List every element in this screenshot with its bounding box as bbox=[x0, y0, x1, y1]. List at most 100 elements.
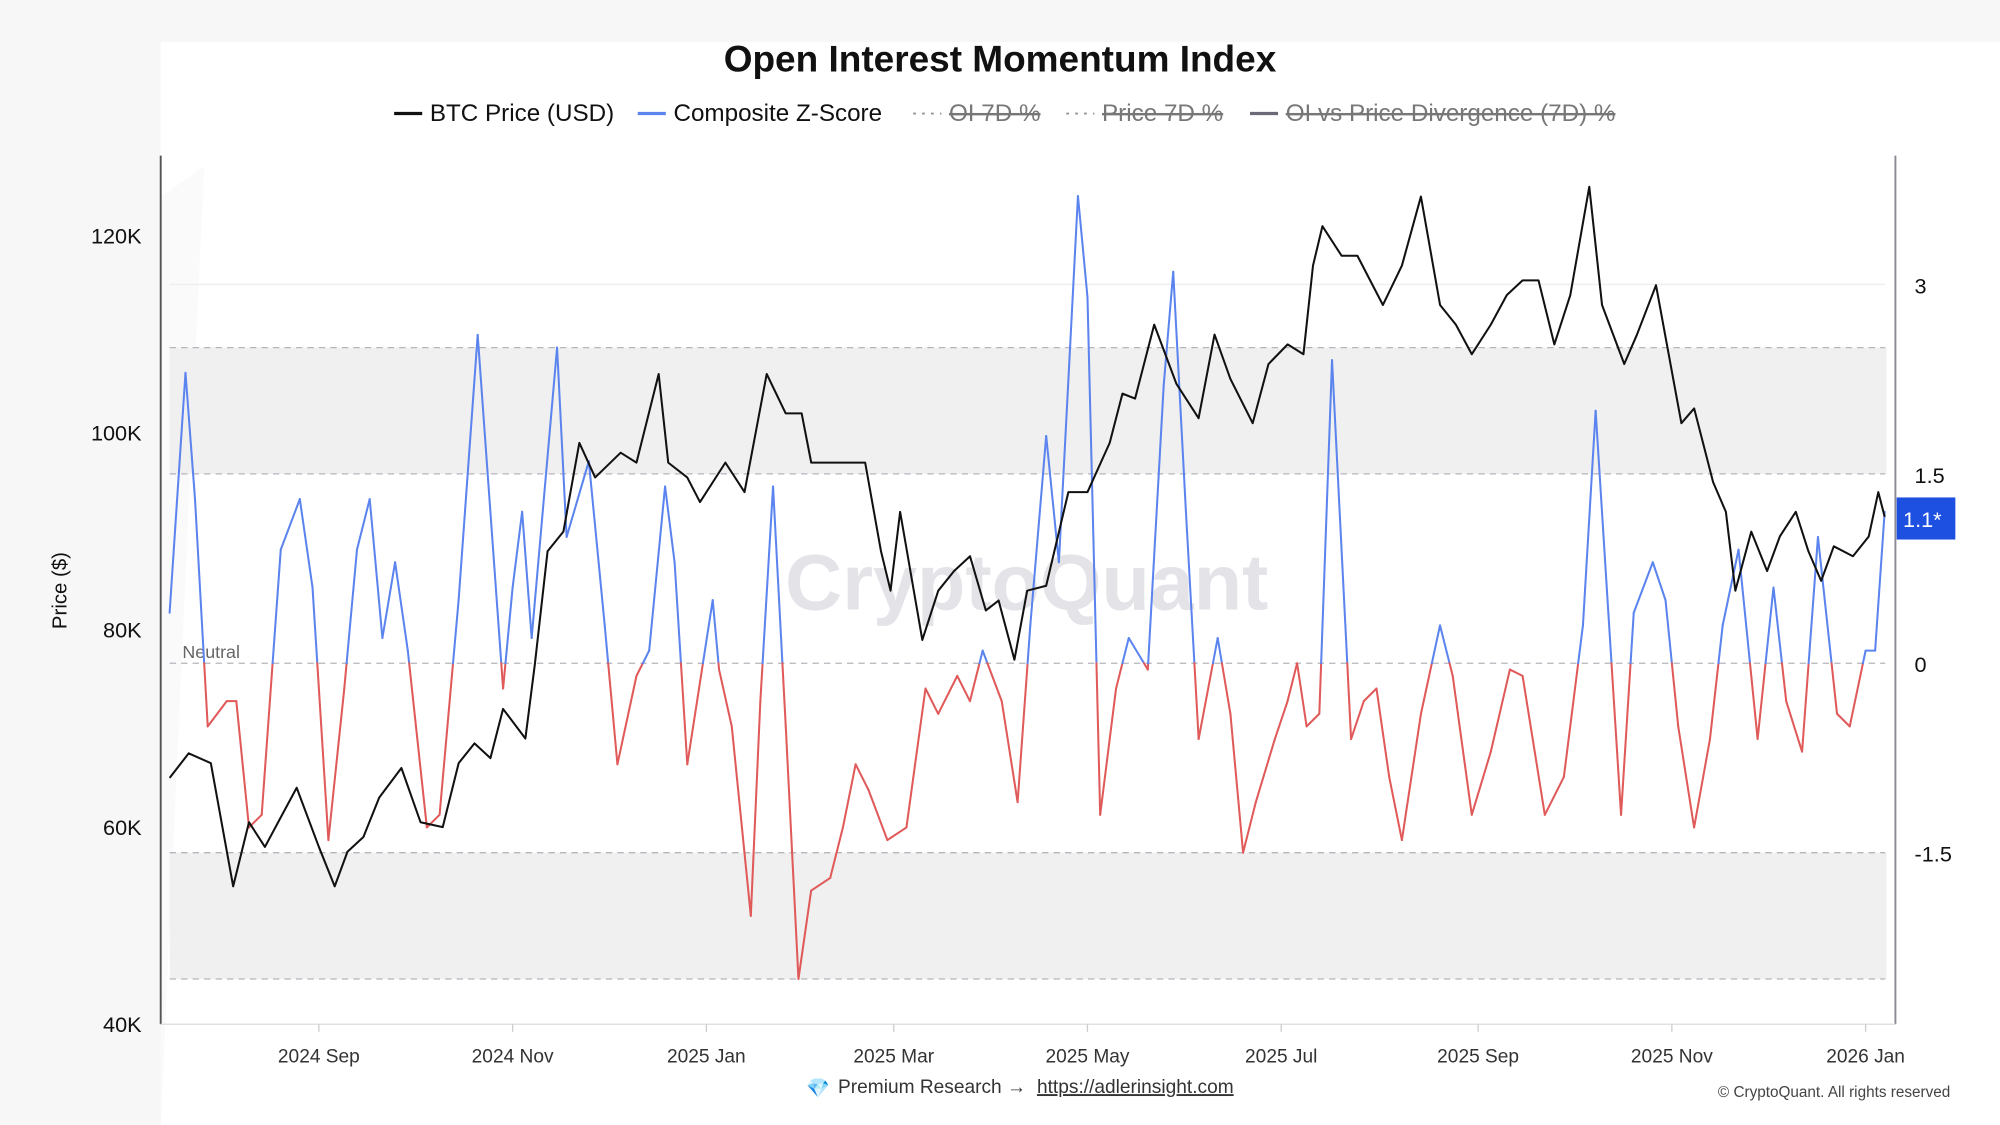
z-score-segment bbox=[1448, 662, 1454, 677]
z-score-segment bbox=[1000, 700, 1019, 804]
z-score-segment bbox=[761, 485, 775, 665]
z-score-segment bbox=[1193, 662, 1200, 741]
z-score-segment bbox=[641, 649, 651, 665]
z-score-segment bbox=[1242, 801, 1257, 854]
legend-item[interactable]: OI vs Price Divergence (7D) % bbox=[1250, 100, 1615, 127]
y-left-tick-label: 80K bbox=[103, 618, 142, 643]
y-right-tick-label: -1.5 bbox=[1915, 842, 1952, 867]
z-score-segment bbox=[408, 662, 428, 829]
last-value-badge-text: 1.1* bbox=[1903, 507, 1942, 532]
z-score-segment bbox=[937, 674, 959, 715]
z-score-segment bbox=[1419, 662, 1433, 715]
z-score-segment bbox=[841, 763, 857, 829]
z-score-segment bbox=[1629, 611, 1635, 665]
z-score-segment bbox=[759, 662, 764, 703]
z-score-segment bbox=[1216, 636, 1223, 665]
z-score-segment bbox=[701, 599, 714, 665]
z-score-segment bbox=[1693, 738, 1711, 829]
legend-label: OI 7D % bbox=[949, 100, 1041, 127]
legend-item[interactable]: Composite Z-Score bbox=[637, 100, 882, 127]
legend-label: OI vs Price Divergence (7D) % bbox=[1286, 100, 1616, 127]
z-score-segment bbox=[616, 674, 638, 766]
z-score-segment bbox=[1594, 409, 1610, 614]
z-score-segment bbox=[1220, 662, 1232, 715]
z-score-segment bbox=[279, 498, 301, 551]
z-score-segment bbox=[986, 662, 1003, 703]
z-score-segment bbox=[1848, 662, 1864, 728]
z-score-segment bbox=[1577, 624, 1584, 665]
z-score-segment bbox=[1664, 599, 1673, 665]
z-score-segment bbox=[271, 548, 282, 665]
z-score-segment bbox=[1229, 712, 1245, 854]
z-score-segment bbox=[956, 674, 971, 703]
legend-item[interactable]: BTC Price (USD) bbox=[394, 100, 614, 127]
z-score-segment bbox=[1521, 674, 1546, 816]
z-score-segment bbox=[905, 687, 927, 829]
btc-price-line bbox=[168, 185, 1886, 888]
promo-link[interactable]: https://adlerinsight.com bbox=[1037, 1077, 1234, 1098]
z-score-segment bbox=[1331, 359, 1349, 665]
z-score-segment bbox=[316, 662, 330, 842]
z-score-segment bbox=[1607, 611, 1613, 665]
z-score-segment bbox=[1670, 662, 1680, 728]
z-score-segment bbox=[1562, 662, 1580, 778]
z-score-segment bbox=[1772, 586, 1783, 665]
z-score-segment bbox=[1286, 662, 1299, 703]
x-tick-label: 2024 Sep bbox=[278, 1047, 360, 1068]
z-score-segment bbox=[854, 763, 870, 791]
legend-item[interactable]: Price 7D % bbox=[1066, 100, 1223, 127]
z-score-segment bbox=[1620, 662, 1632, 816]
z-score-segment bbox=[556, 346, 568, 539]
x-tick-label: 2025 May bbox=[1045, 1047, 1129, 1068]
z-score-segment bbox=[1115, 662, 1124, 690]
z-score-segment bbox=[1095, 662, 1102, 816]
y-left-tick-label: 40K bbox=[103, 1012, 142, 1037]
z-score-segment bbox=[489, 510, 503, 665]
z-score-segment bbox=[673, 561, 682, 665]
z-score-segment bbox=[511, 510, 524, 589]
z-score-segment bbox=[711, 599, 720, 665]
z-score-segment bbox=[1350, 700, 1365, 741]
z-score-segment bbox=[406, 649, 411, 665]
z-score-segment bbox=[425, 813, 441, 829]
z-score-segment bbox=[1076, 195, 1089, 299]
x-tick-label: 2024 Nov bbox=[472, 1047, 554, 1068]
threshold-band bbox=[169, 852, 1887, 979]
z-score-segment bbox=[924, 687, 940, 715]
z-score-segment bbox=[1388, 775, 1403, 842]
z-score-segment bbox=[1438, 624, 1451, 665]
z-score-segment bbox=[1305, 712, 1321, 728]
y-left-tick-label: 120K bbox=[91, 224, 142, 249]
y-right-tick-label: 1.5 bbox=[1915, 463, 1945, 488]
z-score-segment bbox=[1651, 561, 1667, 602]
z-score-segment bbox=[1057, 195, 1079, 564]
x-tick-label: 2025 Nov bbox=[1631, 1047, 1713, 1068]
z-score-segment bbox=[1874, 510, 1886, 652]
z-score-segment bbox=[343, 662, 348, 690]
z-score-segment bbox=[1508, 668, 1524, 677]
legend-label: Price 7D % bbox=[1102, 100, 1223, 127]
z-score-segment bbox=[394, 561, 409, 652]
z-score-segment bbox=[603, 624, 610, 665]
z-score-segment bbox=[235, 700, 251, 829]
z-score-segment bbox=[368, 498, 384, 640]
z-score-segment bbox=[1099, 687, 1118, 816]
z-score-segment bbox=[355, 498, 371, 551]
z-score-segment bbox=[1632, 561, 1654, 614]
z-score-segment bbox=[1451, 674, 1473, 816]
z-score-segment bbox=[781, 662, 787, 728]
z-score-segment bbox=[587, 460, 606, 627]
z-score-segment bbox=[1029, 434, 1048, 627]
z-score-segment bbox=[635, 662, 644, 677]
z-score-segment bbox=[1016, 662, 1029, 804]
z-score-segment bbox=[1677, 725, 1696, 829]
legend-item[interactable]: OI 7D % bbox=[913, 100, 1041, 127]
z-score-segment bbox=[1708, 662, 1720, 741]
z-score-segment bbox=[607, 662, 619, 766]
x-tick-label: 2026 Jan bbox=[1826, 1047, 1905, 1068]
z-score-segment bbox=[521, 510, 533, 640]
z-score-segment bbox=[1375, 687, 1391, 778]
z-score-segment bbox=[311, 586, 319, 665]
z-score-segment bbox=[451, 599, 460, 665]
